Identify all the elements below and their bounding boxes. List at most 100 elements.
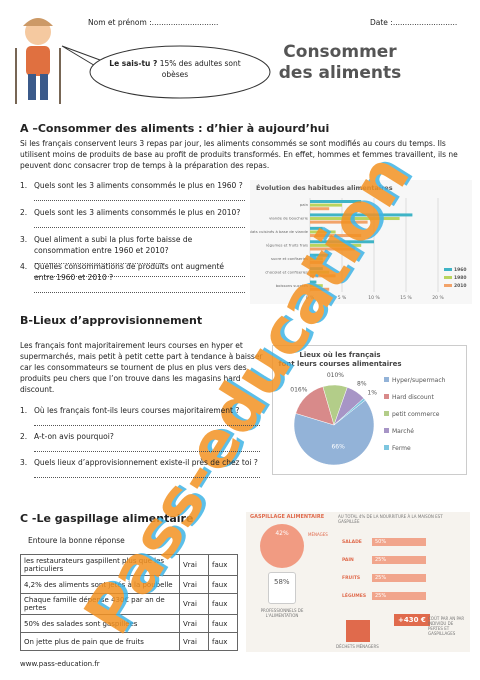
bar	[310, 287, 330, 291]
bar	[310, 213, 413, 217]
item-label: FRUITS	[342, 576, 361, 581]
table-cell: Vrai	[179, 575, 209, 594]
question-text: Quelles consommations de produits ont au…	[34, 262, 225, 282]
cartoon	[15, 18, 61, 104]
item-label: PAIN	[342, 558, 354, 563]
date-label: Date :...........................	[370, 18, 458, 27]
answer-line	[34, 283, 245, 293]
pie-slice	[293, 399, 375, 466]
legend-swatch	[384, 411, 389, 416]
bar	[310, 284, 323, 288]
table-row: On jette plus de pain que de fruits Vrai f…	[20, 632, 238, 651]
bar	[310, 247, 355, 251]
question: 2. A-t-on avis pourquoi?	[20, 431, 260, 452]
answer-line	[34, 218, 245, 228]
bar	[310, 270, 330, 274]
table-cell: faux	[208, 632, 238, 651]
bar-chart: Évolution des habitudes alimentaires 0 % 5…	[250, 180, 472, 304]
footer: www.pass-education.fr	[20, 660, 100, 668]
table-cell: faux	[208, 614, 238, 633]
answer-line	[34, 468, 260, 478]
bar	[310, 203, 342, 207]
name-label: Nom et prénom :.........................…	[88, 18, 219, 27]
x-tick-label: 10 %	[368, 295, 380, 301]
category-label: chocolat et confiseries	[265, 269, 308, 274]
legend-label: 2010	[454, 283, 467, 289]
legend-swatch	[384, 445, 389, 450]
table-cell: faux	[208, 575, 238, 594]
legend-label: Marché	[392, 428, 414, 435]
question: 1. Où les français font-ils leurs courses…	[20, 405, 260, 426]
bar	[310, 274, 336, 278]
item-pct: 50%	[372, 538, 426, 546]
question: 2. Quels sont les 3 aliments consommés le…	[20, 207, 245, 228]
item-pct: 25%	[372, 592, 426, 600]
info-title: GASPILLAGE ALIMENTAIRE	[250, 514, 325, 520]
question-number: 4.	[20, 262, 28, 271]
table-cell: Vrai	[179, 632, 209, 651]
bar	[310, 243, 362, 247]
fact-bold: Le sais-tu ?	[109, 59, 158, 68]
category-label: pain	[300, 202, 309, 207]
category-label: plats cuisinés à base de viande	[250, 229, 309, 234]
chart-title: Évolution des habitudes alimentaires	[256, 183, 393, 192]
waste-icon	[346, 620, 370, 642]
info-pct: 58%	[274, 578, 290, 586]
question-number: 3.	[20, 235, 28, 244]
item-pct: 25%	[372, 574, 426, 582]
question-text: A-t-on avis pourquoi?	[34, 432, 114, 441]
fact: Le sais-tu ? 15% des adultes sont obèses	[95, 58, 255, 80]
legend-label: Ferme	[392, 445, 411, 452]
bar	[310, 280, 317, 284]
item-pct: 25%	[372, 556, 426, 564]
bar	[310, 217, 400, 221]
table: les restaurateurs gaspillent plus que le…	[20, 554, 238, 651]
question-text: Quel aliment a subi la plus forte baisse…	[34, 235, 193, 266]
bar	[310, 207, 330, 211]
question: 3. Quel aliment a subi la plus forte bais…	[20, 234, 245, 277]
answer-line	[34, 442, 260, 452]
legend-swatch	[384, 377, 389, 382]
bar	[310, 260, 323, 264]
bar	[310, 257, 323, 261]
info-total: AU TOTAL 4% DE LA NOURRITURE À LA MAISON…	[338, 514, 443, 524]
item-label: SALADE	[342, 540, 362, 545]
bar	[310, 200, 362, 203]
pie-label: 1%	[367, 390, 377, 397]
heading: B-Lieux d’approvisionnement	[20, 314, 203, 327]
info-label: COÛT PAR AN PAR INDIVIDU DE PERTES ET GA…	[428, 616, 465, 636]
legend-label: Hard discount	[392, 394, 434, 401]
category-label: sucre et confiseries	[271, 256, 308, 261]
pie-label: 66%	[331, 444, 345, 451]
info-circle: 42%	[260, 524, 304, 568]
info-label: DÉCHETS MÉNAGERS	[336, 644, 379, 649]
pie-label: 016%	[290, 386, 307, 393]
table-cell: On jette plus de pain que de fruits	[20, 632, 180, 651]
title: Consommer des aliments	[278, 42, 402, 83]
table-cell: Vrai	[179, 614, 209, 633]
bar	[310, 226, 323, 230]
question-number: 1.	[20, 181, 28, 190]
table-row: 4,2% des aliments sont jetés à la poubel…	[20, 575, 238, 594]
paragraph: Si les français conservent leurs 3 repas…	[20, 139, 458, 170]
question: 1. Quels sont les 3 aliments consommés le…	[20, 180, 245, 201]
legend-label: petit commerce	[392, 411, 440, 418]
fact-text: 15% des adultes sont obèses	[159, 59, 241, 79]
heading: A –Consommer des aliments : d’hier à auj…	[20, 122, 330, 135]
x-tick-label: 5 %	[338, 295, 347, 301]
category-label: viande de boucherie	[269, 216, 309, 221]
answer-line	[34, 191, 245, 201]
table-row: 50% des salades sont gaspillées Vrai faux	[20, 614, 238, 633]
pie-label: 010%	[327, 372, 344, 379]
legend-swatch	[384, 428, 389, 433]
question-text: Quels lieux d’approvisionnement existe-i…	[34, 458, 258, 467]
bar	[310, 240, 374, 244]
legend-swatch	[444, 268, 452, 271]
bar	[310, 234, 362, 238]
bar	[310, 267, 323, 271]
question-number: 1.	[20, 406, 28, 415]
chart-title: Lieux où les français font leurs courses …	[278, 351, 401, 368]
legend-swatch	[444, 276, 452, 279]
question-text: Quels sont les 3 aliments consommés le p…	[34, 208, 241, 217]
